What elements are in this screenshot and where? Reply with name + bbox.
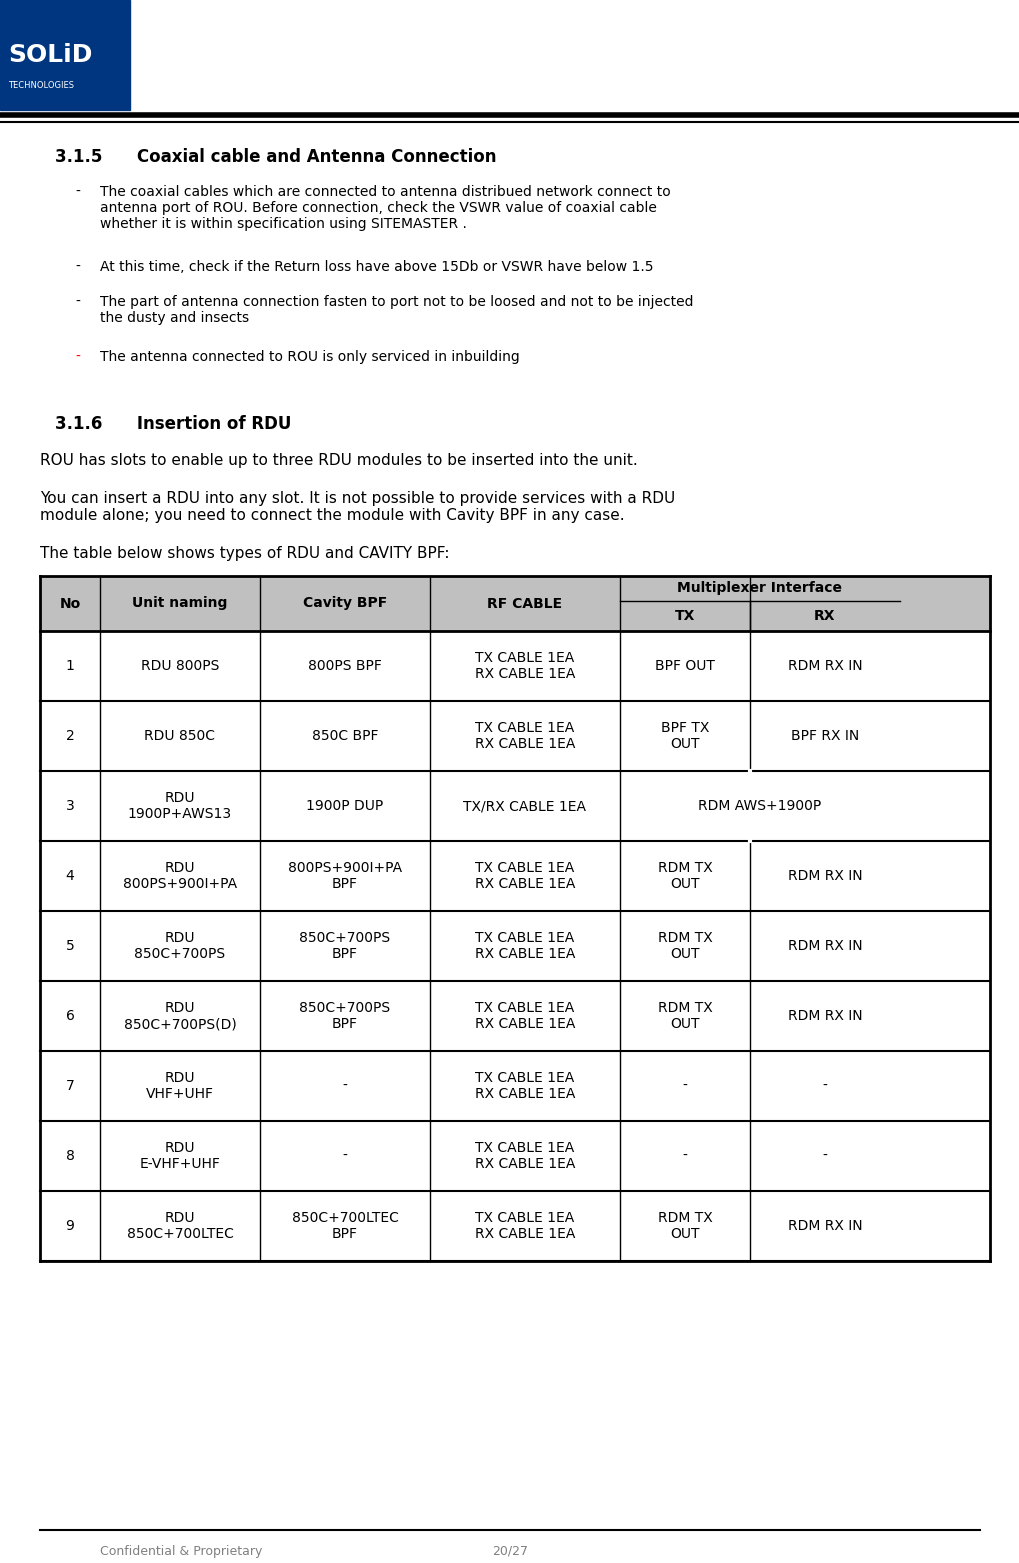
Text: RDM RX IN: RDM RX IN <box>787 660 861 674</box>
Bar <box>40 911 989 982</box>
Text: 4: 4 <box>65 869 74 883</box>
Text: 3.1.5      Coaxial cable and Antenna Connection: 3.1.5 Coaxial cable and Antenna Connecti… <box>55 148 496 166</box>
Text: TX CABLE 1EA
RX CABLE 1EA: TX CABLE 1EA RX CABLE 1EA <box>475 861 575 891</box>
Text: RDM RX IN: RDM RX IN <box>787 869 861 883</box>
Text: TX CABLE 1EA
RX CABLE 1EA: TX CABLE 1EA RX CABLE 1EA <box>475 650 575 681</box>
Text: -: - <box>75 295 79 309</box>
Text: TX CABLE 1EA
RX CABLE 1EA: TX CABLE 1EA RX CABLE 1EA <box>475 1000 575 1032</box>
Text: BPF TX
OUT: BPF TX OUT <box>660 721 708 752</box>
Text: BPF RX IN: BPF RX IN <box>790 728 858 742</box>
Bar <box>40 1050 989 1121</box>
Text: 1900P DUP: 1900P DUP <box>306 799 383 813</box>
Text: TX CABLE 1EA
RX CABLE 1EA: TX CABLE 1EA RX CABLE 1EA <box>475 721 575 752</box>
Bar <box>40 1191 989 1261</box>
Bar <box>40 982 989 1050</box>
Text: -: - <box>75 184 79 199</box>
Text: -: - <box>821 1149 826 1163</box>
Text: 5: 5 <box>65 939 74 953</box>
Text: Unit naming: Unit naming <box>132 597 227 611</box>
Text: BPF OUT: BPF OUT <box>654 660 714 674</box>
Text: 8: 8 <box>65 1149 74 1163</box>
Text: RDU
800PS+900I+PA: RDU 800PS+900I+PA <box>123 861 236 891</box>
Text: TX: TX <box>675 610 695 624</box>
Text: Multiplexer Interface: Multiplexer Interface <box>677 581 842 596</box>
Text: RDM AWS+1900P: RDM AWS+1900P <box>698 799 821 813</box>
Text: -: - <box>821 1078 826 1093</box>
Text: RDM RX IN: RDM RX IN <box>787 1219 861 1233</box>
Bar <box>40 577 989 631</box>
Text: At this time, check if the Return loss have above 15Db or VSWR have below 1.5: At this time, check if the Return loss h… <box>100 259 653 274</box>
Bar <box>40 1121 989 1191</box>
Text: SOLiD: SOLiD <box>8 44 93 67</box>
Text: RDM TX
OUT: RDM TX OUT <box>657 861 711 891</box>
Text: RDU
850C+700PS(D): RDU 850C+700PS(D) <box>123 1000 236 1032</box>
Text: RDM TX
OUT: RDM TX OUT <box>657 1211 711 1241</box>
Text: -: - <box>682 1078 687 1093</box>
Text: TX CABLE 1EA
RX CABLE 1EA: TX CABLE 1EA RX CABLE 1EA <box>475 1211 575 1241</box>
Text: RDU
VHF+UHF: RDU VHF+UHF <box>146 1071 214 1100</box>
Bar <box>40 771 989 841</box>
Text: TX CABLE 1EA
RX CABLE 1EA: TX CABLE 1EA RX CABLE 1EA <box>475 932 575 961</box>
Text: TX/RX CABLE 1EA: TX/RX CABLE 1EA <box>463 799 586 813</box>
Text: RDU 850C: RDU 850C <box>145 728 215 742</box>
Text: TX CABLE 1EA
RX CABLE 1EA: TX CABLE 1EA RX CABLE 1EA <box>475 1071 575 1100</box>
Text: 7: 7 <box>65 1078 74 1093</box>
Text: 800PS BPF: 800PS BPF <box>308 660 381 674</box>
Text: RDM TX
OUT: RDM TX OUT <box>657 932 711 961</box>
Text: 3.1.6      Insertion of RDU: 3.1.6 Insertion of RDU <box>55 416 291 433</box>
Bar <box>0 0 129 109</box>
Text: RDM TX
OUT: RDM TX OUT <box>657 1000 711 1032</box>
Text: 3: 3 <box>65 799 74 813</box>
Text: 6: 6 <box>65 1010 74 1024</box>
Text: RDU 800PS: RDU 800PS <box>141 660 219 674</box>
Text: No: No <box>59 597 81 611</box>
Bar <box>40 700 989 771</box>
Text: RDM RX IN: RDM RX IN <box>787 1010 861 1024</box>
Text: RDU
850C+700LTEC: RDU 850C+700LTEC <box>126 1211 233 1241</box>
Bar <box>40 631 989 700</box>
Text: ROU has slots to enable up to three RDU modules to be inserted into the unit.: ROU has slots to enable up to three RDU … <box>40 453 637 467</box>
Text: -: - <box>75 259 79 274</box>
Text: RDM RX IN: RDM RX IN <box>787 939 861 953</box>
Text: The table below shows types of RDU and CAVITY BPF:: The table below shows types of RDU and C… <box>40 545 449 561</box>
Text: RDU
1900P+AWS13: RDU 1900P+AWS13 <box>127 791 232 821</box>
Text: -: - <box>75 350 79 364</box>
Text: RF CABLE: RF CABLE <box>487 597 562 611</box>
Text: 800PS+900I+PA
BPF: 800PS+900I+PA BPF <box>287 861 401 891</box>
Text: Cavity BPF: Cavity BPF <box>303 597 387 611</box>
Text: The part of antenna connection fasten to port not to be loosed and not to be inj: The part of antenna connection fasten to… <box>100 295 693 325</box>
Text: Confidential & Proprietary: Confidential & Proprietary <box>100 1544 262 1558</box>
Text: RDU
E-VHF+UHF: RDU E-VHF+UHF <box>140 1141 220 1171</box>
Text: -: - <box>682 1149 687 1163</box>
Text: RX: RX <box>813 610 835 624</box>
Text: The antenna connected to ROU is only serviced in inbuilding: The antenna connected to ROU is only ser… <box>100 350 520 364</box>
Text: RDU
850C+700PS: RDU 850C+700PS <box>135 932 225 961</box>
Text: 850C+700PS
BPF: 850C+700PS BPF <box>300 932 390 961</box>
Bar <box>40 841 989 911</box>
Text: TECHNOLOGIES: TECHNOLOGIES <box>8 81 74 89</box>
Text: The coaxial cables which are connected to antenna distribued network connect to
: The coaxial cables which are connected t… <box>100 184 671 231</box>
Text: 20/27: 20/27 <box>491 1544 528 1558</box>
Text: You can insert a RDU into any slot. It is not possible to provide services with : You can insert a RDU into any slot. It i… <box>40 491 675 524</box>
Text: -: - <box>342 1078 347 1093</box>
Text: 2: 2 <box>65 728 74 742</box>
Text: 850C+700PS
BPF: 850C+700PS BPF <box>300 1000 390 1032</box>
Text: 850C BPF: 850C BPF <box>312 728 378 742</box>
Text: TX CABLE 1EA
RX CABLE 1EA: TX CABLE 1EA RX CABLE 1EA <box>475 1141 575 1171</box>
Text: -: - <box>342 1149 347 1163</box>
Text: 1: 1 <box>65 660 74 674</box>
Text: 9: 9 <box>65 1219 74 1233</box>
Text: 850C+700LTEC
BPF: 850C+700LTEC BPF <box>291 1211 398 1241</box>
